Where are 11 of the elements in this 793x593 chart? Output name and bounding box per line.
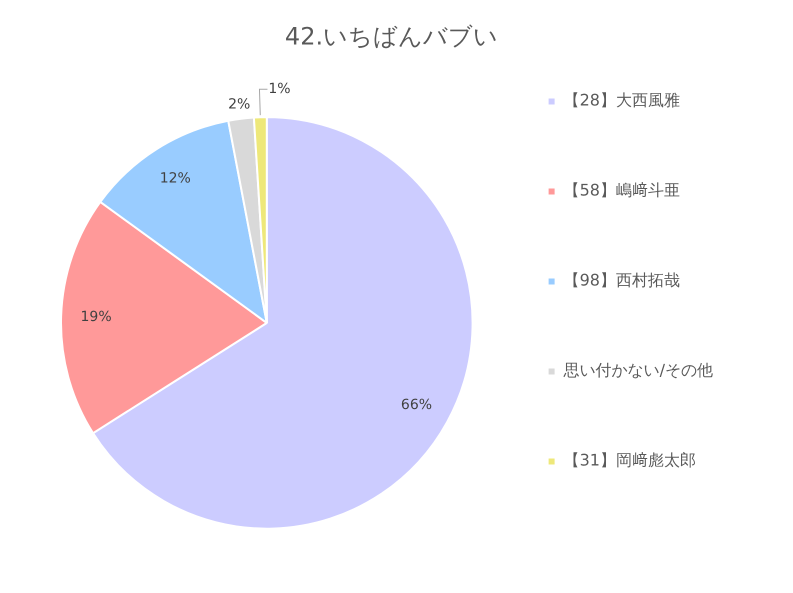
legend-label: 【28】大西風雅 (564, 90, 680, 110)
data-label: 2% (228, 96, 250, 112)
data-label: 12% (160, 170, 191, 186)
legend-label: 思い付かない/その他 (562, 360, 713, 380)
chart-title: 42.いちばんバブい (284, 22, 498, 51)
data-label: 1% (268, 80, 291, 97)
legend-label: 【98】西村拓哉 (564, 270, 680, 290)
data-label: 19% (80, 309, 112, 326)
legend-label: 【58】嶋﨑斗亜 (564, 180, 680, 200)
data-label: 66% (400, 396, 432, 413)
legend-label: 【31】岡﨑彪太郎 (564, 450, 696, 470)
